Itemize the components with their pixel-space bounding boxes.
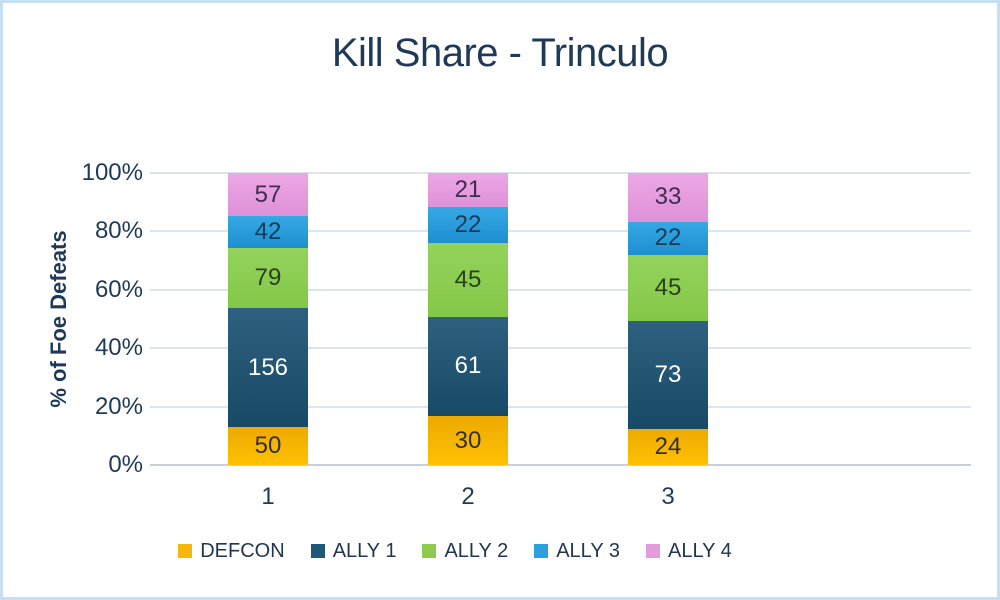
legend-label: ALLY 2 xyxy=(444,539,509,562)
y-tick-label: 60% xyxy=(94,275,143,303)
y-tick-label: 0% xyxy=(108,451,143,478)
legend-item-defcon: DEFCON xyxy=(178,539,285,563)
bar-segment-ally-4: 21 xyxy=(428,173,508,208)
data-label: 22 xyxy=(454,211,482,239)
data-label: 79 xyxy=(254,264,282,292)
bar-category-3: 33 22 45 73 24 xyxy=(628,173,708,465)
data-label: 61 xyxy=(454,352,482,380)
legend-label: ALLY 3 xyxy=(556,539,620,562)
gridline xyxy=(150,347,971,350)
bar-segment-ally-3: 22 xyxy=(628,221,708,255)
gridline xyxy=(150,288,971,291)
plot-area: 57 42 79 156 50 21 22 45 61 30 33 22 45 73 24 xyxy=(150,172,971,466)
data-label: 45 xyxy=(654,273,682,301)
bar-segment-defcon: 50 xyxy=(228,426,308,465)
data-label: 57 xyxy=(254,180,282,208)
gridline xyxy=(150,230,971,233)
y-tick-label: 80% xyxy=(94,217,143,245)
legend-swatch xyxy=(645,544,660,558)
x-axis-label: 3 xyxy=(661,483,675,510)
y-tick-label: 40% xyxy=(94,334,143,362)
legend-label: ALLY 1 xyxy=(332,539,397,562)
gridline xyxy=(150,172,971,174)
bar-segment-ally-2: 45 xyxy=(428,243,508,317)
y-axis-title: % of Foe Defeats xyxy=(46,230,71,408)
legend-swatch xyxy=(422,544,437,558)
data-label: 30 xyxy=(454,426,482,454)
legend-swatch xyxy=(310,544,325,558)
data-label: 45 xyxy=(454,265,482,293)
legend-item-ally-1: ALLY 1 xyxy=(310,539,397,563)
legend-item-ally-2: ALLY 2 xyxy=(422,540,508,563)
bar-category-1: 57 42 79 156 50 xyxy=(228,173,308,465)
data-label: 33 xyxy=(654,183,682,211)
bar-segment-ally-2: 45 xyxy=(628,254,708,322)
legend-label: DEFCON xyxy=(200,539,285,562)
bar-segment-ally-3: 42 xyxy=(228,216,308,249)
data-label: 21 xyxy=(454,176,482,204)
bar-segment-ally-1: 73 xyxy=(628,321,708,430)
gridline xyxy=(150,405,971,408)
data-label: 50 xyxy=(254,431,282,459)
bar-segment-ally-1: 61 xyxy=(428,316,508,417)
bar-segment-defcon: 24 xyxy=(628,429,708,465)
bar-segment-ally-2: 79 xyxy=(228,248,308,309)
y-tick-label: 20% xyxy=(94,392,143,420)
legend-item-ally-3: ALLY 3 xyxy=(534,540,620,563)
bar-segment-defcon: 30 xyxy=(428,416,508,465)
x-axis-line xyxy=(150,464,971,466)
data-label: 22 xyxy=(654,224,682,252)
bar-segment-ally-1: 156 xyxy=(228,308,308,427)
legend-swatch xyxy=(178,544,193,558)
data-label: 156 xyxy=(247,353,289,381)
data-label: 73 xyxy=(654,361,682,389)
legend-label: ALLY 4 xyxy=(667,539,732,562)
data-label: 24 xyxy=(654,433,682,461)
legend: DEFCON ALLY 1 ALLY 2 ALLY 3 ALLY 4 xyxy=(3,537,952,565)
y-tick-label: 100% xyxy=(81,159,143,186)
x-axis-label: 1 xyxy=(261,483,275,510)
bar-segment-ally-4: 57 xyxy=(228,173,308,217)
bar-category-2: 21 22 45 61 30 xyxy=(428,173,508,465)
bar-segment-ally-3: 22 xyxy=(428,207,508,244)
chart-title: Kill Share - Trinculo xyxy=(331,31,669,75)
x-axis-label: 2 xyxy=(461,483,475,510)
data-label: 42 xyxy=(254,218,282,246)
legend-item-ally-4: ALLY 4 xyxy=(645,539,732,563)
legend-swatch xyxy=(534,544,549,558)
bar-segment-ally-4: 33 xyxy=(628,173,708,222)
